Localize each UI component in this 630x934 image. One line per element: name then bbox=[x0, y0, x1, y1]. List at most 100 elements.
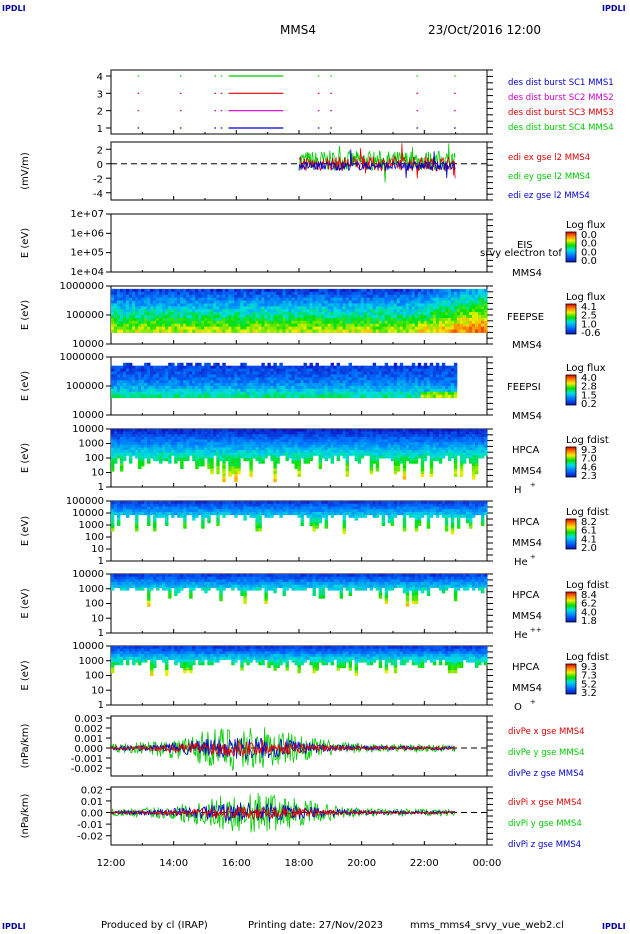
feepse-panel-pixel bbox=[174, 317, 178, 322]
hpca-h-panel-pixel bbox=[183, 436, 187, 440]
feepse-panel-pixel bbox=[327, 323, 331, 328]
feepse-panel-pixel bbox=[255, 309, 259, 313]
feepsi-panel-pixel bbox=[429, 377, 434, 381]
feepse-panel-pixel bbox=[372, 300, 377, 304]
hpca-h-panel-pixel bbox=[273, 465, 277, 469]
hpca-h-panel-pixel bbox=[309, 447, 313, 451]
feepse-panel-pixel bbox=[126, 297, 130, 301]
hpca-h-panel-pixel bbox=[339, 436, 343, 440]
hpca-h-panel-pixel bbox=[231, 447, 235, 451]
hpca-h-panel-pixel bbox=[375, 442, 380, 446]
feepsi-panel-pixel bbox=[363, 380, 368, 384]
hpca-h-panel-pixel bbox=[438, 460, 443, 464]
feepse-panel-pixel bbox=[168, 303, 172, 307]
hpca-h-panel-pixel bbox=[135, 442, 139, 446]
hpca-h-panel-pixel bbox=[318, 429, 322, 433]
hpca-h-panel-pixel bbox=[264, 436, 268, 440]
hpca-h-panel-pixel bbox=[120, 434, 124, 438]
feepsi-panel-pixel bbox=[213, 386, 217, 390]
feepsi-panel-pixel bbox=[348, 362, 352, 367]
footer-printing-date: Printing date: 27/Nov/2023 bbox=[248, 920, 384, 931]
feepse-panel-pixel bbox=[210, 288, 214, 293]
feepse-panel-pixel bbox=[186, 326, 190, 330]
feepsi-panel-pixel bbox=[216, 386, 220, 390]
feepse-panel-pixel bbox=[438, 315, 443, 319]
feepse-panel-pixel bbox=[330, 309, 334, 313]
feepse-panel-pixel bbox=[174, 312, 178, 316]
hpca-h-panel-pixel bbox=[315, 434, 319, 438]
feepsi-panel-pixel bbox=[219, 377, 223, 381]
feepsi-panel-pixel bbox=[420, 365, 425, 370]
feepse-panel-pixel bbox=[375, 291, 380, 296]
feepse-panel-pixel bbox=[246, 323, 250, 328]
feepse-panel-pixel bbox=[441, 312, 446, 316]
feepsi-panel-pixel bbox=[138, 388, 142, 393]
feepsi-panel-pixel bbox=[303, 391, 307, 396]
feepse-panel-pixel bbox=[354, 329, 358, 333]
hpca-h-panel-pixel bbox=[135, 450, 139, 454]
feepse-panel-pixel bbox=[309, 300, 313, 304]
hpca-h-panel-pixel bbox=[171, 431, 175, 435]
feepse-panel-pixel bbox=[393, 323, 398, 328]
feepsi-panel-pixel bbox=[297, 374, 301, 378]
feepse-panel-pixel bbox=[345, 320, 349, 325]
feepse-panel-pixel bbox=[408, 329, 413, 333]
hpca-h-panel-pixel bbox=[117, 439, 121, 443]
feepse-panel-pixel bbox=[282, 329, 286, 333]
feepsi-panel-pixel bbox=[426, 368, 431, 372]
hpca-h-panel-pixel bbox=[120, 468, 124, 472]
feepse-panel-pixel bbox=[153, 306, 157, 310]
feepsi-panel-pixel bbox=[417, 394, 422, 399]
hpca-h-panel-pixel bbox=[165, 442, 169, 446]
hpca-h-panel-pixel bbox=[249, 473, 253, 477]
feepsi-panel-pixel bbox=[327, 394, 331, 399]
hpca-h-panel-pixel bbox=[147, 447, 151, 451]
feepse-panel-pixel bbox=[381, 320, 386, 325]
feepse-panel-pixel bbox=[405, 309, 410, 313]
hpca-h-panel-pixel bbox=[306, 450, 310, 454]
feepse-panel-pixel bbox=[372, 317, 377, 322]
hpca-h-panel-pixel bbox=[159, 458, 163, 462]
hpca-h-panel-pixel bbox=[222, 442, 226, 446]
feepse-panel-pixel bbox=[141, 312, 145, 316]
feepse-panel-pixel bbox=[246, 300, 250, 304]
eis-panel-ylabel: E (eV) bbox=[20, 228, 31, 258]
feepsi-panel-pixel bbox=[135, 383, 139, 387]
hpca-h-panel-pixel bbox=[411, 444, 416, 448]
feepse-panel-pixel bbox=[357, 291, 362, 296]
feepsi-panel-pixel bbox=[354, 374, 358, 378]
feepse-panel-pixel bbox=[315, 315, 319, 319]
feepsi-panel-pixel bbox=[144, 365, 148, 370]
hpca-h-panel-pixel bbox=[420, 473, 425, 477]
feepsi-panel-pixel bbox=[324, 380, 328, 384]
feepse-panel-pixel bbox=[345, 312, 349, 316]
hpca-h-panel-pixel bbox=[411, 447, 416, 451]
feepsi-panel-pixel bbox=[258, 371, 262, 375]
feepse-panel-pixel bbox=[177, 320, 181, 325]
feepsi-panel-pixel bbox=[168, 362, 172, 367]
feepsi-panel-pixel bbox=[207, 377, 211, 381]
feepse-panel-pixel bbox=[478, 306, 482, 310]
feepsi-panel-pixel bbox=[453, 365, 458, 370]
hpca-h-panel-pixel bbox=[180, 465, 184, 469]
feepse-panel-pixel bbox=[294, 306, 298, 310]
feepse-panel-pixel bbox=[165, 323, 169, 328]
hpca-h-panel-pixel bbox=[162, 450, 166, 454]
feepsi-panel-pixel bbox=[321, 374, 325, 378]
feepse-panel-pixel bbox=[366, 326, 371, 330]
feepsi-panel-pixel bbox=[435, 383, 440, 387]
feepsi-panel-pixel bbox=[303, 380, 307, 384]
hpca-h-panel-pixel bbox=[183, 452, 187, 456]
feepsi-panel-pixel bbox=[147, 388, 151, 393]
feepsi-panel-pixel bbox=[360, 391, 365, 396]
feepsi-panel-pixel bbox=[351, 371, 355, 375]
feepse-panel-pixel bbox=[135, 323, 139, 328]
hpca-h-panel-pixel bbox=[387, 447, 392, 451]
hpca-h-panel-pixel bbox=[339, 429, 343, 433]
feepse-panel-pixel bbox=[291, 315, 295, 319]
hpca-h-panel-pixel bbox=[417, 434, 422, 438]
feepse-panel-pixel bbox=[345, 323, 349, 328]
hpca-h-panel-pixel bbox=[159, 442, 163, 446]
feepse-panel-pixel bbox=[126, 294, 130, 299]
feepsi-panel-pixel bbox=[156, 374, 160, 378]
